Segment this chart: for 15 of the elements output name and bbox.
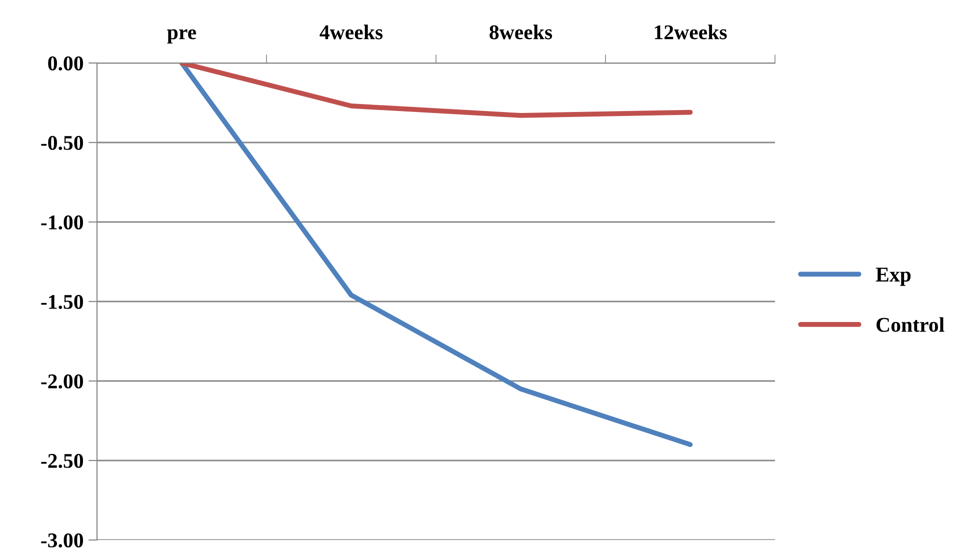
x-tick-label: 12weeks: [654, 24, 727, 40]
y-tick-label: -1.00: [41, 215, 84, 230]
x-tick-label: pre: [167, 29, 196, 44]
legend-label: Exp: [876, 268, 911, 286]
y-tick-label: -0.50: [41, 136, 84, 150]
x-tick-label: 8weeks: [490, 24, 552, 40]
y-tick-label: -2.50: [41, 454, 84, 468]
y-tick-label: -1.50: [41, 294, 84, 310]
y-tick-label: -3.00: [41, 533, 84, 548]
line-series: [179, 63, 693, 118]
legend-label: Control: [876, 317, 944, 332]
x-tick-label: 4weeks: [320, 24, 383, 40]
y-tick-label: -2.00: [41, 374, 84, 389]
line-series: [179, 63, 693, 448]
y-tick-label: 0.00: [48, 56, 84, 71]
